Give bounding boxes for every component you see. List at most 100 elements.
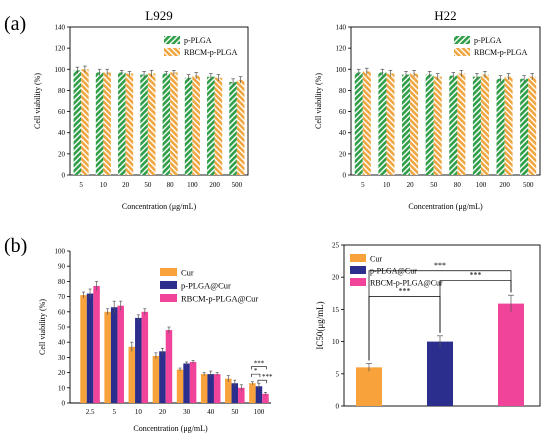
legend-swatch <box>160 281 177 289</box>
y-axis-label: Cell viability (%) <box>33 73 42 129</box>
bar-ic50-p-plga-cur <box>427 341 453 406</box>
chart-cell-viability-cur: 0 10 20 30 40 50 60 70 80 90 100 Cell viability (%)… <box>38 248 273 434</box>
bar-cur <box>152 355 160 403</box>
legend-swatch <box>160 268 177 276</box>
y-tick-label: 40 <box>339 129 347 137</box>
y-tick-label: 100 <box>55 66 66 74</box>
bar-rbcm-p-plga <box>236 79 245 175</box>
x-tick-label: 10 <box>100 181 108 189</box>
bar-rbcm-p-plga-cur <box>262 393 269 403</box>
y-tick-label: 10 <box>58 384 66 392</box>
bar-rbcm-p-plga-cur <box>141 311 149 403</box>
legend-label: p-PLGA <box>184 36 212 45</box>
bar-rbcm-p-plga-cur <box>93 285 100 403</box>
bar-p-plga-cur <box>110 307 118 403</box>
y-tick-label: 90 <box>58 263 66 271</box>
legend-label: RBCM-p-PLGA@Cur <box>181 294 258 304</box>
bar-p-plga <box>520 78 529 175</box>
y-tick-label: 40 <box>58 129 66 137</box>
bar-p-plga <box>162 73 171 175</box>
bar-rbcm-p-plga-cur <box>189 361 197 403</box>
x-tick-label: 20 <box>122 181 130 189</box>
bar-cur <box>249 383 256 403</box>
y-tick-label: 60 <box>58 308 66 316</box>
bar-p-plga-cur <box>86 293 94 403</box>
bar-p-plga <box>207 76 215 175</box>
bar-p-plga-cur <box>159 351 166 403</box>
y-tick-label: 80 <box>58 278 66 286</box>
legend-swatch <box>350 254 366 262</box>
x-tick-label: 40 <box>207 408 215 416</box>
significance-bracket <box>251 366 267 370</box>
legend-swatch <box>164 36 180 44</box>
y-tick-label: 120 <box>336 45 347 53</box>
bar-rbcm-p-plga <box>103 72 111 175</box>
bar-p-plga-cur <box>183 363 190 403</box>
y-axis-label: Cell viability (%) <box>38 299 47 355</box>
bar-p-plga <box>472 76 481 175</box>
chart-title: L929 <box>145 8 172 23</box>
bar-ic50-cur <box>356 367 382 406</box>
y-tick-label: 60 <box>58 108 66 116</box>
x-tick-label: 80 <box>454 181 462 189</box>
y-tick-label: 140 <box>55 24 66 32</box>
bar-cur <box>176 369 184 403</box>
legend-label: p-PLGA@Cur <box>181 281 231 291</box>
bar-p-plga <box>73 70 82 175</box>
legend-label: p-PLGA <box>474 36 502 45</box>
y-tick-label: 100 <box>336 66 347 74</box>
legend-swatch <box>350 266 366 274</box>
x-tick-label: 100 <box>476 181 487 189</box>
x-tick-label: 5 <box>361 181 365 189</box>
significance-label: *** <box>470 270 482 279</box>
x-tick-label: 5 <box>112 408 116 416</box>
bar-p-plga <box>449 75 458 175</box>
bar-ic50-rbcm-p-plga-cur <box>498 303 524 406</box>
y-tick-label: 0 <box>62 400 66 408</box>
y-tick-label: 5 <box>336 370 340 378</box>
chart-h22: 0 20 40 60 80 100 120 140 Cell viability (%) Conc… <box>314 8 541 211</box>
y-tick-label: 10 <box>332 338 340 346</box>
bar-p-plga <box>140 74 148 175</box>
x-tick-label: 200 <box>209 181 220 189</box>
y-tick-label: 140 <box>336 24 347 32</box>
x-tick-label: 100 <box>187 181 198 189</box>
y-axis-label: Cell viability (%) <box>314 73 323 129</box>
y-tick-label: 0 <box>336 403 340 411</box>
bar-rbcm-p-plga <box>192 75 200 175</box>
x-tick-label: 2.5 <box>86 408 95 416</box>
legend-label: p-PLGA@Cur <box>370 267 417 276</box>
bar-cur <box>128 346 136 403</box>
x-tick-label: 30 <box>183 408 191 416</box>
bar-rbcm-p-plga <box>457 73 466 175</box>
bar-p-plga <box>425 74 434 175</box>
significance-label: *** <box>254 360 265 368</box>
legend-swatch <box>164 48 180 56</box>
y-tick-label: 70 <box>58 293 66 301</box>
x-tick-label: 50 <box>144 181 152 189</box>
significance-label: *** <box>434 261 446 270</box>
bar-rbcm-p-plga <box>125 73 134 175</box>
x-axis-label: Concentration (μg/mL) <box>122 202 197 211</box>
y-tick-label: 20 <box>58 369 66 377</box>
bar-p-plga <box>229 81 237 175</box>
legend-swatch <box>454 48 470 56</box>
bar-p-plga <box>378 72 387 175</box>
x-tick-label: 500 <box>523 181 534 189</box>
legend-swatch <box>454 36 470 44</box>
bar-rbcm-p-plga-cur <box>213 374 221 403</box>
y-tick-label: 15 <box>332 306 340 314</box>
bar-rbcm-p-plga <box>386 73 395 175</box>
bar-cur <box>104 311 111 403</box>
panel-label-b: (b) <box>4 235 27 257</box>
x-tick-label: 500 <box>232 181 243 189</box>
bar-p-plga-cur <box>255 386 263 403</box>
bar-p-plga <box>118 72 126 175</box>
legend-label: RBCM-p-PLGA <box>184 48 238 57</box>
plot-frame <box>350 26 541 176</box>
x-tick-label: 10 <box>383 181 391 189</box>
bar-rbcm-p-plga <box>81 69 89 175</box>
y-tick-label: 0 <box>62 172 66 180</box>
bar-rbcm-p-plga <box>528 76 537 175</box>
bar-rbcm-p-plga-cur <box>165 330 173 403</box>
